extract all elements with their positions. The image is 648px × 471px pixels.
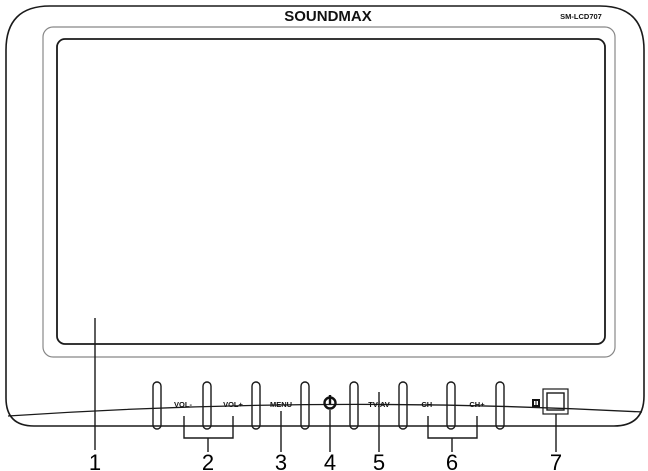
tv-body-outline xyxy=(5,5,645,427)
button-slot xyxy=(446,381,456,430)
button-slot xyxy=(152,381,162,430)
callout-3: 3 xyxy=(275,450,287,471)
button-slot xyxy=(202,381,212,430)
power-icon[interactable] xyxy=(323,395,337,410)
callout-6: 6 xyxy=(446,450,458,471)
model-label: SM-LCD707 xyxy=(560,12,602,21)
vol-minus-button[interactable]: VOL- xyxy=(174,400,192,409)
leader-lines xyxy=(94,318,557,452)
button-slot xyxy=(300,381,310,430)
button-slot xyxy=(349,381,359,430)
vol-plus-button[interactable]: VOL+ xyxy=(223,400,243,409)
bracket-2 xyxy=(183,416,234,439)
brand-logo: SOUNDMAX xyxy=(284,8,372,25)
callout-7: 7 xyxy=(550,450,562,471)
ir-sensor-icon xyxy=(532,399,540,407)
ch-plus-button[interactable]: CH+ xyxy=(469,400,485,409)
bracket-6 xyxy=(427,416,478,439)
button-slot xyxy=(398,381,408,430)
menu-button[interactable]: MENU xyxy=(270,400,292,409)
ch-minus-button[interactable]: CH- xyxy=(421,400,435,409)
callout-2: 2 xyxy=(202,450,214,471)
button-slots xyxy=(152,381,505,430)
tv-stand-curve xyxy=(7,403,643,417)
callout-1: 1 xyxy=(89,450,101,471)
button-slot xyxy=(251,381,261,430)
screen-panel xyxy=(56,38,606,345)
callout-4: 4 xyxy=(324,450,336,471)
ir-sensor-lens xyxy=(546,392,565,411)
screen-bezel xyxy=(42,26,616,358)
button-slot xyxy=(495,381,505,430)
callout-5: 5 xyxy=(373,450,385,471)
